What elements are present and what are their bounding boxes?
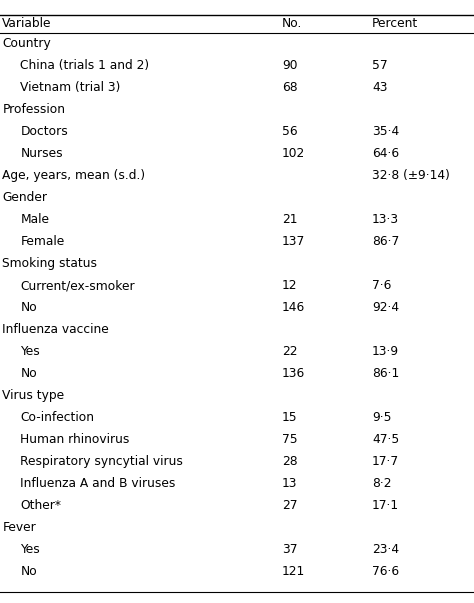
Text: Country: Country [2,37,51,50]
Text: Fever: Fever [2,521,36,534]
Text: 21: 21 [282,213,298,226]
Text: Vietnam (trial 3): Vietnam (trial 3) [20,81,121,94]
Text: 17·7: 17·7 [372,455,399,468]
Text: 43: 43 [372,81,388,94]
Text: Virus type: Virus type [2,389,64,402]
Text: No: No [20,367,37,380]
Text: Age, years, mean (s.d.): Age, years, mean (s.d.) [2,169,146,182]
Text: 13·3: 13·3 [372,213,399,226]
Text: Variable: Variable [2,17,52,30]
Text: 86·7: 86·7 [372,235,399,248]
Text: 146: 146 [282,301,305,314]
Text: 28: 28 [282,455,298,468]
Text: 15: 15 [282,411,298,424]
Text: 137: 137 [282,235,305,248]
Text: Current/ex-smoker: Current/ex-smoker [20,279,135,292]
Text: Smoking status: Smoking status [2,257,97,270]
Text: No: No [20,565,37,578]
Text: Gender: Gender [2,191,47,204]
Text: Co-infection: Co-infection [20,411,94,424]
Text: Nurses: Nurses [20,147,63,160]
Text: Yes: Yes [20,345,40,358]
Text: Influenza A and B viruses: Influenza A and B viruses [20,477,176,490]
Text: Influenza vaccine: Influenza vaccine [2,323,109,336]
Text: 136: 136 [282,367,305,380]
Text: 37: 37 [282,543,298,556]
Text: Other*: Other* [20,499,61,512]
Text: 86·1: 86·1 [372,367,399,380]
Text: Female: Female [20,235,64,248]
Text: 8·2: 8·2 [372,477,392,490]
Text: Respiratory syncytial virus: Respiratory syncytial virus [20,455,183,468]
Text: 9·5: 9·5 [372,411,392,424]
Text: Percent: Percent [372,17,419,30]
Text: 13: 13 [282,477,298,490]
Text: 32·8 (±9·14): 32·8 (±9·14) [372,169,450,182]
Text: Doctors: Doctors [20,125,68,138]
Text: Yes: Yes [20,543,40,556]
Text: 64·6: 64·6 [372,147,399,160]
Text: 23·4: 23·4 [372,543,399,556]
Text: 17·1: 17·1 [372,499,399,512]
Text: 13·9: 13·9 [372,345,399,358]
Text: 75: 75 [282,433,298,446]
Text: 102: 102 [282,147,305,160]
Text: 35·4: 35·4 [372,125,399,138]
Text: 92·4: 92·4 [372,301,399,314]
Text: China (trials 1 and 2): China (trials 1 and 2) [20,59,149,72]
Text: Profession: Profession [2,103,65,116]
Text: 47·5: 47·5 [372,433,399,446]
Text: Male: Male [20,213,49,226]
Text: 22: 22 [282,345,298,358]
Text: No: No [20,301,37,314]
Text: 76·6: 76·6 [372,565,399,578]
Text: 27: 27 [282,499,298,512]
Text: 121: 121 [282,565,305,578]
Text: No.: No. [282,17,302,30]
Text: 68: 68 [282,81,298,94]
Text: 56: 56 [282,125,298,138]
Text: Human rhinovirus: Human rhinovirus [20,433,130,446]
Text: 90: 90 [282,59,298,72]
Text: 57: 57 [372,59,388,72]
Text: 12: 12 [282,279,298,292]
Text: 7·6: 7·6 [372,279,392,292]
